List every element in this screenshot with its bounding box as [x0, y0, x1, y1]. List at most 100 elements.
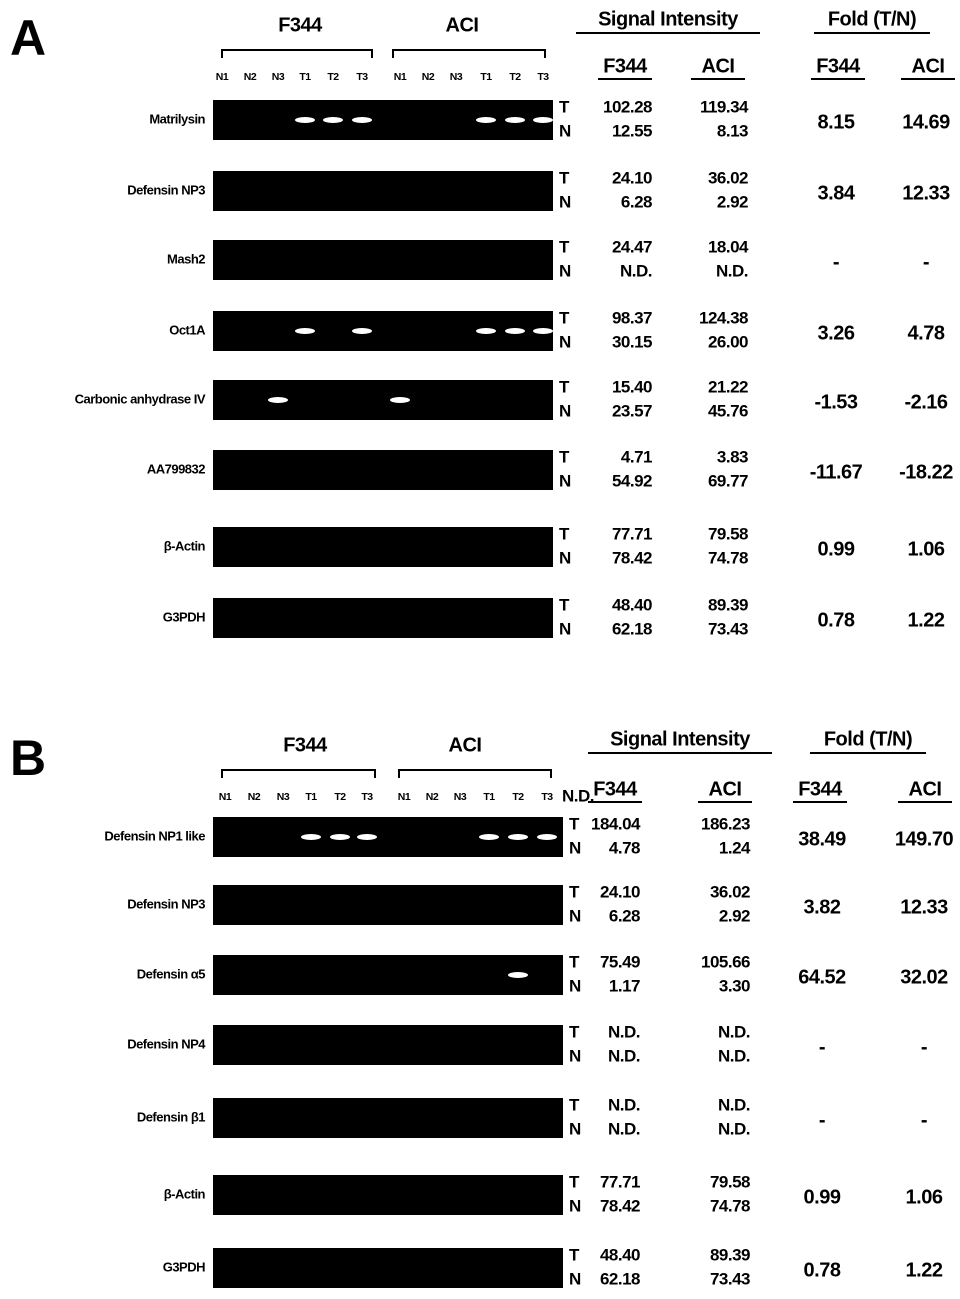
row-tag: T — [559, 237, 570, 256]
signal-value: 4.78 — [609, 838, 640, 857]
gel-image — [213, 885, 563, 925]
gene-label: β-Actin — [164, 1186, 206, 1201]
signal-value: 2.92 — [719, 906, 750, 925]
gel-band — [268, 397, 288, 403]
column-header: ACI — [912, 55, 945, 77]
gel-band — [505, 117, 525, 123]
fold-value: 8.15 — [818, 111, 855, 133]
row-tag: T — [569, 1022, 580, 1041]
fold-value: 3.26 — [818, 322, 855, 344]
row-tag: N — [569, 976, 581, 995]
column-header: F344 — [593, 778, 638, 800]
fold-value: - — [921, 1036, 927, 1058]
bracket — [399, 770, 551, 778]
gel-image — [213, 311, 553, 351]
signal-value: 89.39 — [708, 595, 748, 614]
gene-label: Carbonic anhydrase IV — [75, 391, 206, 406]
signal-value: 30.15 — [612, 332, 652, 351]
gel-band — [508, 972, 528, 978]
signal-value: N.D. — [608, 1046, 640, 1065]
gel-band — [301, 834, 321, 840]
signal-value: 6.28 — [621, 192, 652, 211]
column-header: ACI — [709, 778, 742, 800]
signal-value: 24.47 — [612, 237, 652, 256]
lane-label: T2 — [327, 71, 339, 83]
lane-label: N2 — [422, 71, 435, 83]
row-tag: T — [559, 168, 570, 187]
signal-value: 2.92 — [717, 192, 748, 211]
row-tag: N — [559, 548, 571, 567]
signal-value: N.D. — [620, 261, 652, 280]
fold-value: - — [819, 1109, 825, 1131]
lane-label: T3 — [541, 791, 553, 803]
signal-value: 78.42 — [612, 548, 652, 567]
bracket — [222, 50, 372, 58]
column-header: F344 — [798, 778, 843, 800]
signal-value: N.D. — [718, 1095, 750, 1114]
signal-value: N.D. — [716, 261, 748, 280]
signal-value: 1.17 — [609, 976, 640, 995]
signal-value: N.D. — [718, 1119, 750, 1138]
fold-value: 32.02 — [900, 966, 948, 988]
signal-value: 186.23 — [701, 814, 750, 833]
gel-band — [352, 117, 372, 123]
signal-value: 98.37 — [612, 308, 652, 327]
signal-value: 119.34 — [700, 97, 749, 116]
gel-band — [390, 397, 410, 403]
row-tag: N — [569, 1119, 581, 1138]
signal-value: N.D. — [718, 1046, 750, 1065]
row-tag: N — [569, 1269, 581, 1288]
row-tag: T — [559, 308, 570, 327]
row-tag: T — [559, 447, 570, 466]
fold-header: Fold (T/N) — [828, 8, 916, 30]
gel-band — [295, 117, 315, 123]
lane-label: T3 — [356, 71, 368, 83]
signal-value: 105.66 — [701, 952, 750, 971]
row-tag: T — [559, 377, 570, 396]
signal-value: 12.55 — [612, 121, 652, 140]
lane-label: N3 — [272, 71, 285, 83]
gene-label: Defensin β1 — [137, 1109, 205, 1124]
gel-image — [213, 1098, 563, 1138]
signal-value: 62.18 — [600, 1269, 640, 1288]
fold-value: - — [923, 251, 929, 273]
gel-band — [533, 328, 553, 334]
group-label: ACI — [446, 14, 479, 36]
gel-band — [295, 328, 315, 334]
gel-band — [537, 834, 557, 840]
fold-value: 1.22 — [908, 609, 945, 631]
gel-image — [213, 100, 553, 140]
gel-band — [357, 834, 377, 840]
column-header: ACI — [702, 55, 735, 77]
fold-value: 0.78 — [804, 1259, 841, 1281]
group-label: F344 — [278, 14, 323, 36]
gel-image — [213, 1025, 563, 1065]
lane-label: T2 — [509, 71, 521, 83]
fold-value: 12.33 — [900, 896, 948, 918]
row-tag: N — [559, 192, 571, 211]
row-tag: N — [559, 261, 571, 280]
lane-label: N2 — [426, 791, 439, 803]
lane-label: T1 — [305, 791, 317, 803]
fold-value: - — [819, 1036, 825, 1058]
signal-value: 73.43 — [708, 619, 748, 638]
signal-value: 74.78 — [708, 548, 748, 567]
fold-value: -2.16 — [904, 391, 947, 413]
row-tag: T — [569, 952, 580, 971]
lane-label: T2 — [334, 791, 346, 803]
gene-label: AA799832 — [147, 461, 205, 476]
fold-value: 1.06 — [908, 538, 945, 560]
fold-value: 0.99 — [804, 1186, 841, 1208]
fold-value: 1.22 — [906, 1259, 943, 1281]
signal-value: 89.39 — [710, 1245, 750, 1264]
signal-value: N.D. — [608, 1095, 640, 1114]
gene-label: Mash2 — [167, 251, 205, 266]
signal-value: 77.71 — [612, 524, 652, 543]
lane-label: N2 — [244, 71, 257, 83]
signal-value: 21.22 — [708, 377, 748, 396]
fold-value: 1.06 — [906, 1186, 943, 1208]
lane-label: N3 — [277, 791, 290, 803]
lane-label: T1 — [483, 791, 495, 803]
column-header: F344 — [816, 55, 861, 77]
fold-value: -1.53 — [814, 391, 857, 413]
